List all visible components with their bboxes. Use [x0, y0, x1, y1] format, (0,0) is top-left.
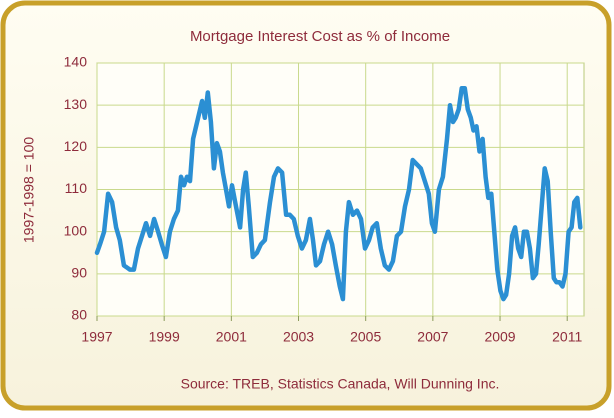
- y-tick-label: 130: [64, 96, 88, 112]
- x-tick-label: 2007: [417, 329, 448, 345]
- y-tick-label: 120: [64, 138, 88, 154]
- y-tick-label: 100: [64, 222, 88, 238]
- x-tick-label: 1997: [81, 329, 112, 345]
- x-tick-label: 2011: [552, 329, 582, 345]
- y-tick-label: 80: [71, 307, 87, 323]
- series-line: [94, 86, 583, 302]
- y-tick-label: 110: [65, 180, 88, 196]
- y-axis-label: 1997-1998 = 100: [21, 137, 37, 243]
- chart-title: Mortgage Interest Cost as % of Income: [190, 28, 450, 45]
- x-tick-label: 2003: [283, 329, 314, 345]
- y-tick-label: 90: [71, 265, 87, 281]
- x-tick-label: 2005: [350, 329, 381, 345]
- x-tick-label: 2009: [484, 329, 515, 345]
- x-tick-label: 1999: [149, 329, 180, 345]
- source-note: Source: TREB, Statistics Canada, Will Du…: [181, 376, 500, 392]
- x-tick-label: 2001: [216, 329, 247, 345]
- y-tick-label: 140: [64, 54, 88, 70]
